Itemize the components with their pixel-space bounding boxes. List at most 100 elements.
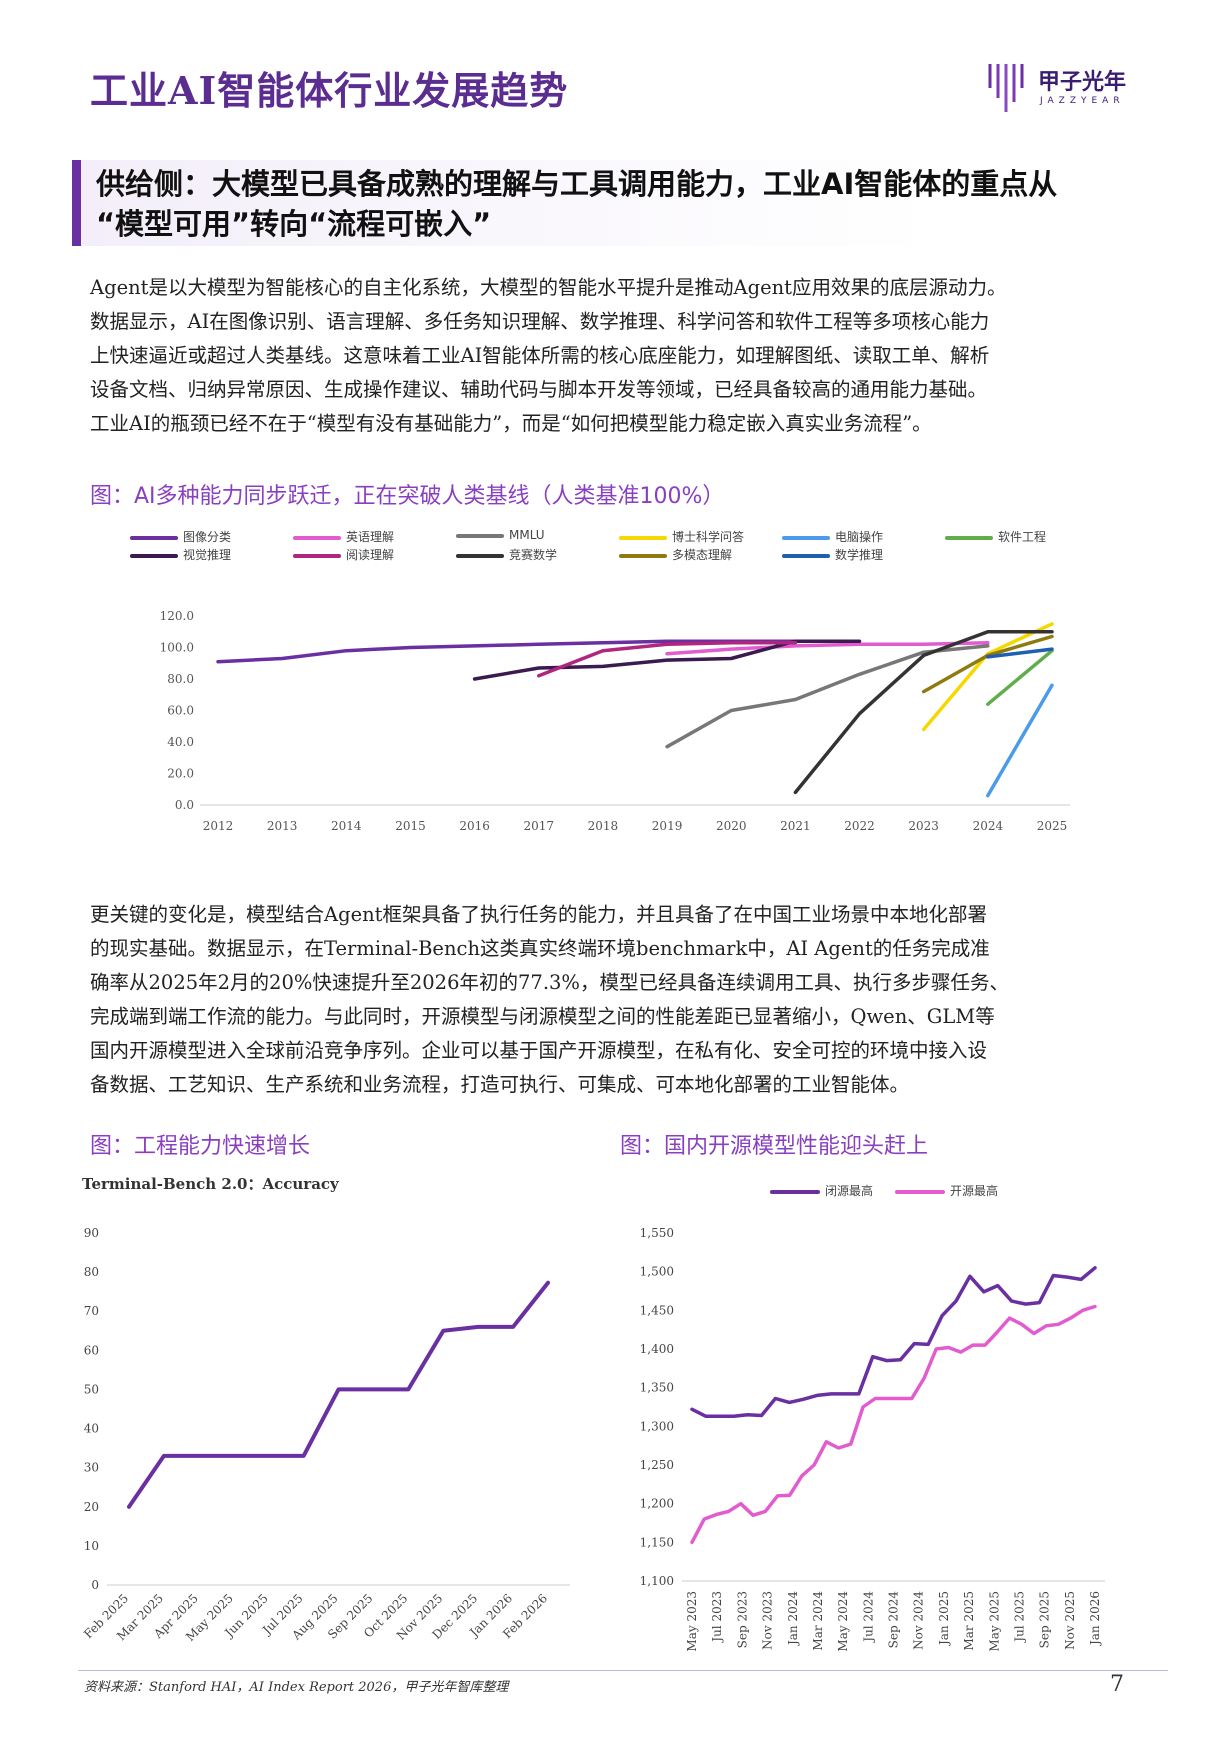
legend-label: 数学推理 [835, 548, 884, 562]
x-tick-label: 2018 [588, 819, 619, 833]
x-tick-label: 2017 [523, 819, 554, 833]
x-tick-label: 2025 [1037, 819, 1068, 833]
legend-swatch [782, 553, 830, 558]
figure-1-title: 图：AI多种能力同步跃迁，正在突破人类基线（人类基准100%） [90, 484, 725, 509]
y-tick-label: 50 [84, 1382, 99, 1396]
section-heading-text: 供给侧：大模型已具备成熟的理解与工具调用能力，工业AI智能体的重点从 “模型可用… [96, 164, 1057, 244]
legend-label: 闭源最高 [825, 1184, 874, 1198]
legend-label: 图像分类 [183, 530, 232, 544]
x-tick-label: Sep 2024 [887, 1591, 901, 1649]
y-tick-label: 1,100 [640, 1574, 674, 1588]
legend-item: 英语理解 [293, 528, 394, 545]
x-tick-label: Mar 2025 [962, 1591, 976, 1651]
page-number: 7 [1110, 1672, 1124, 1697]
legend-label: 博士科学问答 [672, 530, 745, 544]
y-tick-label: 1,350 [640, 1381, 674, 1395]
y-tick-label: 120.0 [160, 609, 194, 623]
x-tick-label: Sep 2023 [735, 1591, 749, 1648]
y-tick-label: 1,150 [640, 1535, 674, 1549]
series-line [665, 641, 990, 656]
paragraph-line: 数据显示，AI在图像识别、语言理解、多任务知识理解、数学推理、科学问答和软件工程… [90, 310, 990, 333]
y-tick-label: 80 [84, 1265, 99, 1279]
legend-item: 数学推理 [782, 546, 883, 563]
legend-item: 竞赛数学 [456, 546, 557, 563]
paragraph-line: 工业AI的瓶颈已经不在于“模型有没有基础能力”，而是“如何把模型能力稳定嵌入真实… [90, 412, 932, 435]
figure-1-legend: 图像分类 英语理解 MMLU 博士科学问答 电脑操作 软件工程 视觉推理 阅读理解 竞赛数学 多模… [130, 528, 1090, 568]
legend-swatch [293, 535, 341, 540]
legend-label: 开源最高 [950, 1184, 999, 1198]
series-line [986, 647, 1054, 659]
y-tick-label: 30 [84, 1461, 99, 1475]
figure-2-subtitle: Terminal-Bench 2.0：Accuracy [82, 1175, 339, 1193]
x-tick-label: Jan 2024 [786, 1591, 800, 1647]
y-tick-label: 1,200 [640, 1497, 674, 1511]
section-heading: 供给侧：大模型已具备成熟的理解与工具调用能力，工业AI智能体的重点从 “模型可用… [72, 160, 1147, 246]
x-tick-label: Jul 2024 [861, 1591, 875, 1644]
x-tick-label: Jul 2025 [1012, 1591, 1026, 1644]
x-tick-label: Nov 2024 [912, 1591, 926, 1650]
y-tick-label: 100.0 [160, 641, 194, 655]
figure-2-title: 图：工程能力快速增长 [90, 1134, 311, 1159]
logo-mark-icon [988, 64, 1024, 112]
legend-swatch [619, 535, 667, 540]
legend-swatch [130, 535, 178, 540]
legend-label: MMLU [509, 528, 545, 542]
legend-swatch [619, 553, 667, 558]
x-tick-label: Jul 2023 [710, 1591, 724, 1644]
x-tick-label: Mar 2024 [811, 1591, 825, 1651]
paragraph-line: 完成端到端工作流的能力。与此同时，开源模型与闭源模型之间的性能差距已显著缩小，Q… [90, 1005, 995, 1028]
legend-item: 软件工程 [945, 528, 1046, 545]
legend-item: MMLU [456, 528, 545, 542]
paragraph-line: 上快速逼近或超过人类基线。这意味着工业AI智能体所需的核心底座能力，如理解图纸、… [90, 344, 990, 367]
x-tick-label: 2013 [267, 819, 298, 833]
section-accent-bar [72, 160, 81, 246]
y-tick-label: 1,300 [640, 1419, 674, 1433]
x-tick-label: 2022 [844, 819, 875, 833]
x-tick-label: 2012 [203, 819, 234, 833]
paragraph-line: 确率从2025年2月的20%快速提升至2026年初的77.3%，模型已经具备连续… [90, 971, 1009, 994]
section-heading-line2: “模型可用”转向“流程可嵌入” [96, 207, 492, 241]
y-tick-label: 90 [84, 1226, 99, 1240]
x-tick-label: Nov 2023 [761, 1591, 775, 1650]
figure-3-title: 图：国内开源模型性能迎头赶上 [620, 1134, 929, 1159]
legend-swatch [770, 1189, 820, 1194]
series-line [690, 1304, 1097, 1545]
legend-swatch [456, 553, 504, 558]
legend-label: 软件工程 [998, 530, 1047, 544]
x-tick-label: May 2024 [836, 1591, 850, 1652]
section-heading-line1: 供给侧：大模型已具备成熟的理解与工具调用能力，工业AI智能体的重点从 [96, 167, 1058, 201]
x-tick-label: 2015 [395, 819, 426, 833]
x-tick-label: Jan 2026 [1088, 1591, 1102, 1647]
paragraph-line: 设备文档、归纳异常原因、生成操作建议、辅助代码与脚本开发等领域，已经具备较高的通… [90, 378, 988, 401]
figure-3-legend: 闭源最高 开源最高 [770, 1182, 1070, 1202]
figure-1-chart: 0.0 20.0 40.0 60.0 80.0 100.0 120.0 2012 2013 201… [160, 609, 1070, 833]
y-tick-label: 40 [84, 1422, 99, 1436]
x-tick-label: 2021 [780, 819, 811, 833]
y-tick-label: 1,450 [640, 1303, 674, 1317]
legend-swatch [945, 535, 993, 540]
legend-label: 视觉推理 [183, 548, 232, 562]
x-tick-label: May 2023 [685, 1591, 699, 1652]
x-tick-label: 2019 [652, 819, 683, 833]
y-tick-label: 0.0 [175, 798, 194, 812]
y-tick-label: 10 [84, 1539, 99, 1553]
legend-item: 图像分类 [130, 528, 231, 545]
y-tick-label: 1,400 [640, 1342, 674, 1356]
y-tick-label: 1,250 [640, 1458, 674, 1472]
y-tick-label: 1,550 [640, 1226, 674, 1240]
legend-item: 闭源最高 [770, 1182, 873, 1199]
x-tick-label: 2016 [459, 819, 490, 833]
x-tick-label: May 2025 [987, 1591, 1001, 1652]
x-tick-label: Nov 2025 [1063, 1591, 1077, 1650]
series-line [537, 641, 798, 678]
series-line [986, 683, 1054, 798]
legend-item: 阅读理解 [293, 546, 394, 563]
legend-label: 竞赛数学 [509, 548, 558, 562]
y-tick-label: 20.0 [167, 767, 194, 781]
legend-label: 多模态理解 [672, 548, 733, 562]
legend-label: 英语理解 [346, 530, 395, 544]
logo-text-en: JAZZYEAR [1040, 96, 1125, 106]
x-tick-label: 2014 [331, 819, 362, 833]
x-tick-label: 2024 [973, 819, 1004, 833]
paragraph-line: 备数据、工艺知识、生产系统和业务流程，打造可执行、可集成、可本地化部署的工业智能… [90, 1073, 910, 1096]
